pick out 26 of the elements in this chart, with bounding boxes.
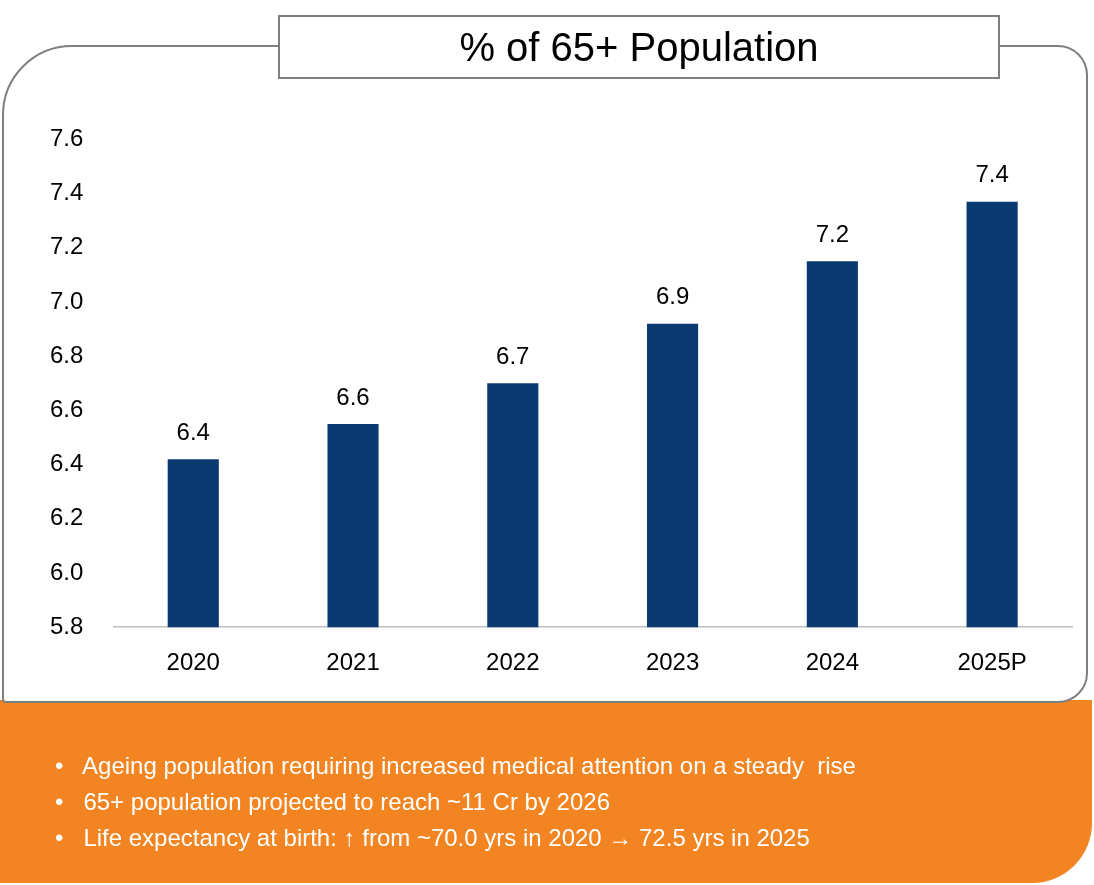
data-label: 6.4: [176, 417, 210, 445]
text: • Ageing population requiring increased medical attention on a steady rise: [55, 751, 857, 781]
data-label: 6.9: [655, 282, 690, 310]
y-tick-label: 6.2: [49, 503, 84, 531]
y-tick-label: 6.8: [49, 340, 84, 368]
data-label: 6.7: [496, 341, 530, 369]
data-label: 7.2: [815, 219, 850, 247]
y-tick-label: 6.0: [49, 557, 84, 585]
y-tick-label: 5.8: [49, 611, 84, 639]
text: • Life expectancy at birth: ↑ from ~70.0 yrs in 2020 → 72.5 yrs in 2025: [55, 823, 811, 853]
x-tick-label: 2021: [326, 648, 380, 676]
chart-title: % of 65+ Population: [278, 15, 1000, 79]
y-tick-label: 7.6: [49, 124, 84, 152]
x-tick-label: 2024: [805, 648, 860, 676]
y-tick-label: 7.2: [49, 232, 84, 260]
y-tick-label: 7.0: [49, 286, 84, 314]
data-label: 6.6: [336, 382, 370, 410]
y-tick-label: 7.4: [49, 178, 84, 206]
x-tick-label: 2023: [645, 648, 700, 676]
y-tick-label: 6.4: [49, 449, 84, 477]
x-tick-label: 2022: [486, 648, 540, 676]
text: • 65+ population projected to reach ~11 Cr by 2026: [55, 787, 611, 817]
x-tick-label: 2020: [166, 648, 220, 676]
y-tick-label: 6.6: [49, 395, 84, 423]
x-tick-label: 2025P: [957, 648, 1027, 676]
data-label: 7.4: [975, 160, 1009, 188]
